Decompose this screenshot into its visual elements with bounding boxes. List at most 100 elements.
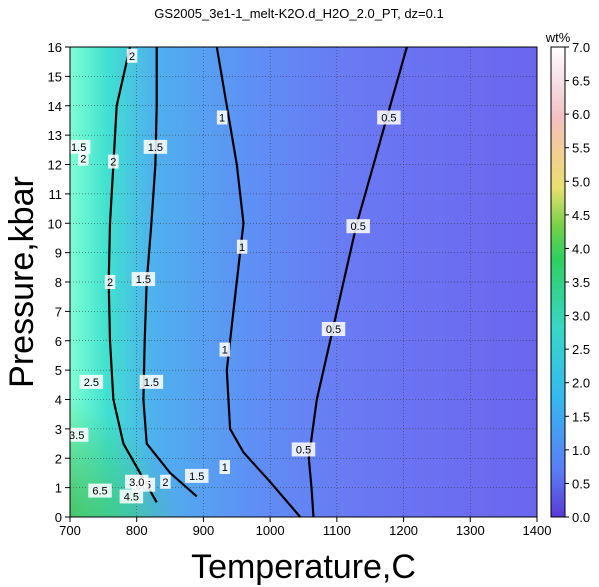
y-tick-label: 3 (55, 422, 62, 437)
contour-label-text: 4.5 (124, 491, 139, 503)
contour-label-box (291, 442, 316, 457)
contour-label-box (236, 239, 248, 254)
contour-label-box (78, 151, 89, 166)
contour-label-box (124, 474, 149, 489)
y-tick-label: 8 (55, 275, 62, 290)
contour-line (142, 47, 198, 498)
x-axis: 700 800 900 1000 1100 1200 1300 1400 (59, 517, 551, 538)
x-tick-label: 1000 (256, 523, 285, 538)
colorbar-tick-label: 5.0 (572, 174, 590, 189)
contour-label-text: 2 (129, 51, 135, 63)
y-tick-label: 7 (55, 304, 62, 319)
contour-label-box (104, 275, 116, 289)
contour-label-text: 2 (80, 154, 86, 166)
x-tick-label: 1400 (523, 523, 552, 538)
contour-label-box (377, 110, 401, 125)
contour-labels: 0.50.50.50.511111.51.51.51.522221.522.53… (69, 48, 401, 504)
contour-label: 2 (104, 275, 116, 289)
y-tick-label: 1 (55, 481, 62, 496)
contour-label-box (108, 154, 119, 169)
contour-label-text: 1 (219, 113, 225, 125)
contour-label-text: 0.5 (351, 221, 366, 233)
colorbar (550, 46, 566, 518)
contour-label: 0.5 (321, 322, 346, 336)
colorbar-tick-label: 0.0 (572, 510, 590, 525)
colorbar-tick-label: 2.5 (572, 342, 590, 357)
plot-area: 0.50.50.50.511111.51.51.51.522221.522.53… (69, 47, 537, 517)
x-tick-label: 1100 (323, 523, 351, 538)
contour-label: 3.5 (69, 427, 89, 442)
contour-label: 2 (78, 151, 89, 166)
colorbar-ticks: 0.0 0.5 1.0 1.5 2.0 2.5 3.0 3.5 4.0 4.5 5.0 5.5 6.0 6… (565, 40, 590, 525)
contour-label-text: 1.5 (189, 471, 204, 483)
contour-label-box (321, 322, 346, 336)
contour-label-text: 0.5 (381, 113, 396, 125)
contour-label-box (143, 139, 168, 154)
colorbar-tick-label: 7.0 (572, 40, 590, 55)
contour-label: 1.5 (70, 139, 91, 154)
y-tick-label: 6 (55, 334, 62, 349)
contour-label: 1.5 (139, 374, 164, 389)
contour-label-box (219, 460, 231, 475)
contour-label: 2 (108, 154, 119, 169)
contour-label: 1 (219, 342, 231, 357)
contour-label-box (139, 374, 164, 389)
contour-label: 2 (160, 474, 171, 489)
y-tick-label: 12 (48, 158, 62, 173)
y-tick-label: 16 (48, 40, 62, 55)
contour-label: 1 (216, 110, 228, 125)
x-tick-label: 800 (126, 523, 148, 538)
contour-label-box (79, 374, 104, 389)
colorbar-tick-label: 4.0 (572, 241, 590, 256)
contour-label: 1.5 (131, 272, 156, 287)
colorbar-tick-label: 6.5 (572, 74, 590, 89)
contour-label-box (70, 427, 89, 442)
colorbar-tick-label: 1.5 (572, 409, 590, 424)
colorbar-tick-label: 5.5 (572, 141, 590, 156)
colorbar-tick-label: 3.0 (572, 309, 590, 324)
contour-label-text: 1.5 (144, 377, 159, 389)
colorbar-tick-label: 1.0 (572, 443, 590, 458)
contour-label: 1 (236, 239, 248, 254)
contour-label: 1 (219, 460, 231, 475)
colorbar-tick-label: 6.0 (572, 107, 590, 122)
y-tick-label: 2 (55, 451, 62, 466)
y-tick-label: 9 (55, 246, 62, 261)
contour-label: 2.5 (79, 374, 104, 389)
colorbar-tick-label: 0.5 (572, 476, 590, 491)
x-tick-label: 900 (193, 523, 215, 538)
contour-line (307, 47, 408, 517)
y-tick-label: 13 (48, 128, 62, 143)
contour-label-text: 0.5 (296, 444, 311, 456)
x-tick-label: 700 (59, 523, 81, 538)
y-tick-label: 14 (48, 99, 62, 114)
contour-label-box (219, 342, 231, 357)
colorbar-tick-label: 2.0 (572, 376, 590, 391)
contour-label-box (346, 219, 370, 234)
colorbar-label: wt% (545, 30, 571, 45)
contour-label-text: 0.5 (326, 324, 341, 336)
y-tick-label: 0 (55, 510, 62, 525)
contour-label: 0.5 (346, 219, 370, 234)
contour-label-text: 1 (239, 242, 245, 254)
contour-label-box (70, 139, 91, 154)
contour-label: 2 (126, 48, 138, 63)
contour-label: 1.5 (185, 468, 209, 483)
contour-label: 0.5 (291, 442, 316, 457)
contour-label-box (119, 489, 144, 504)
contour-label-text: 3.0 (129, 477, 144, 489)
contour-label-box (88, 483, 112, 498)
contour-label-text: 6.5 (92, 486, 107, 498)
contour-label-box (160, 474, 171, 489)
contour-line (215, 47, 302, 517)
contour-label-text: 3.5 (69, 430, 84, 442)
y-axis-label: Pressure,kbar (3, 176, 41, 388)
y-tick-label: 4 (55, 393, 62, 408)
contour-label-box (185, 468, 209, 483)
contour-label-text: 2 (107, 277, 113, 289)
contour-label: 3.0 (124, 474, 149, 489)
y-tick-label: 15 (48, 69, 62, 84)
contour-label-box (126, 48, 138, 63)
